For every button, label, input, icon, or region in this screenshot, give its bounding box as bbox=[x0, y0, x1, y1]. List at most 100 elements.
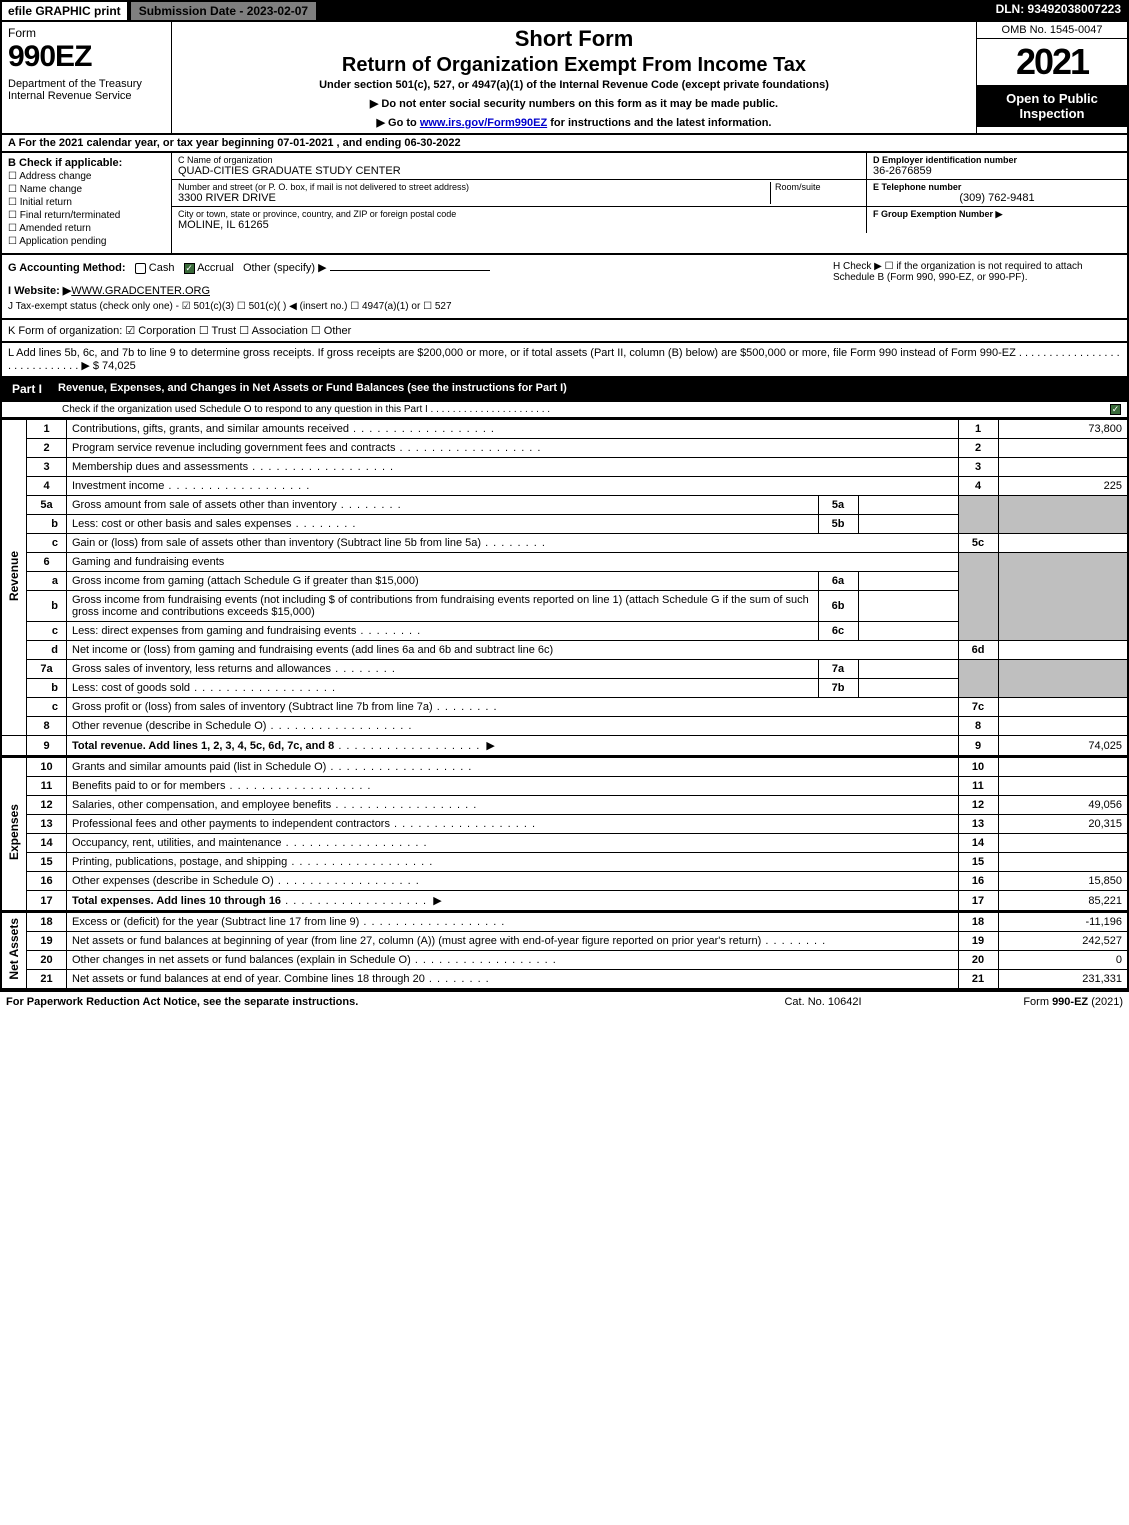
other-label: Other (specify) ▶ bbox=[243, 262, 327, 274]
line-desc: Gross sales of inventory, less returns a… bbox=[72, 663, 331, 675]
line-desc: Occupancy, rent, utilities, and maintena… bbox=[72, 837, 282, 849]
line-num: 8 bbox=[958, 717, 998, 736]
street: 3300 RIVER DRIVE bbox=[178, 192, 770, 204]
section-g: G Accounting Method: Cash ✓ Accrual Othe… bbox=[2, 255, 827, 318]
line-num: 14 bbox=[958, 834, 998, 853]
line-no: 8 bbox=[27, 717, 67, 736]
line-val: 73,800 bbox=[998, 420, 1128, 439]
line-no: c bbox=[27, 534, 67, 553]
inner-val bbox=[858, 515, 958, 534]
website-link[interactable]: WWW.GRADCENTER.ORG bbox=[71, 285, 210, 297]
section-a: A For the 2021 calendar year, or tax yea… bbox=[0, 135, 1129, 153]
irs-link[interactable]: www.irs.gov/Form990EZ bbox=[420, 117, 547, 129]
line-num: 18 bbox=[958, 913, 998, 932]
section-c-label: C Name of organization bbox=[178, 155, 860, 165]
line-num: 20 bbox=[958, 951, 998, 970]
line-desc: Total revenue. Add lines 1, 2, 3, 4, 5c,… bbox=[72, 740, 334, 752]
part1-header: Part I Revenue, Expenses, and Changes in… bbox=[0, 378, 1129, 402]
inner-val bbox=[858, 572, 958, 591]
chk-application-pending[interactable]: ☐ Application pending bbox=[8, 236, 165, 247]
chk-amended-return[interactable]: ☐ Amended return bbox=[8, 223, 165, 234]
line-val bbox=[998, 777, 1128, 796]
under-section: Under section 501(c), 527, or 4947(a)(1)… bbox=[180, 79, 968, 91]
room-label: Room/suite bbox=[775, 182, 860, 192]
dln: DLN: 93492038007223 bbox=[988, 0, 1129, 22]
line-val bbox=[998, 641, 1128, 660]
line-no: a bbox=[27, 572, 67, 591]
chk-schedule-o[interactable]: ✓ bbox=[1110, 404, 1121, 415]
line-val: 15,850 bbox=[998, 872, 1128, 891]
line-desc: Gross income from gaming (attach Schedul… bbox=[67, 572, 819, 591]
line-num: 4 bbox=[958, 477, 998, 496]
line-no: c bbox=[27, 698, 67, 717]
line-val bbox=[998, 853, 1128, 872]
note-goto-pre: ▶ Go to bbox=[377, 117, 420, 129]
line-no: 1 bbox=[27, 420, 67, 439]
line-desc: Professional fees and other payments to … bbox=[72, 818, 390, 830]
note-ssn: ▶ Do not enter social security numbers o… bbox=[180, 97, 968, 110]
section-f-label: F Group Exemption Number ▶ bbox=[873, 209, 1121, 220]
short-form-title: Short Form bbox=[180, 26, 968, 52]
line-desc: Membership dues and assessments bbox=[72, 461, 248, 473]
part1-title: Revenue, Expenses, and Changes in Net As… bbox=[52, 378, 1127, 400]
chk-accrual[interactable]: ✓ bbox=[184, 263, 195, 274]
line-val bbox=[998, 534, 1128, 553]
line-desc: Program service revenue including govern… bbox=[72, 442, 395, 454]
note-goto-post: for instructions and the latest informat… bbox=[547, 117, 771, 129]
telephone: (309) 762-9481 bbox=[873, 192, 1121, 204]
chk-final-return[interactable]: ☐ Final return/terminated bbox=[8, 210, 165, 221]
line-desc: Total expenses. Add lines 10 through 16 bbox=[72, 895, 281, 907]
inner-val bbox=[858, 679, 958, 698]
line-desc: Net assets or fund balances at beginning… bbox=[72, 935, 761, 947]
line-val: 231,331 bbox=[998, 970, 1128, 990]
revenue-table: Revenue 1 Contributions, gifts, grants, … bbox=[0, 419, 1129, 757]
chk-address-change[interactable]: ☐ Address change bbox=[8, 171, 165, 182]
efile-label[interactable]: efile GRAPHIC print bbox=[0, 0, 129, 22]
line-num: 15 bbox=[958, 853, 998, 872]
line-val bbox=[998, 717, 1128, 736]
line-val: 74,025 bbox=[998, 736, 1128, 757]
submission-date: Submission Date - 2023-02-07 bbox=[129, 0, 318, 22]
line-no: 21 bbox=[27, 970, 67, 990]
line-desc: Excess or (deficit) for the year (Subtra… bbox=[72, 916, 359, 928]
line-no: 5a bbox=[27, 496, 67, 515]
line-val bbox=[998, 758, 1128, 777]
page-footer: For Paperwork Reduction Act Notice, see … bbox=[0, 990, 1129, 1012]
section-b-title: B Check if applicable: bbox=[8, 157, 165, 169]
section-d-label: D Employer identification number bbox=[873, 155, 1121, 165]
chk-name-change[interactable]: ☐ Name change bbox=[8, 184, 165, 195]
chk-cash[interactable] bbox=[135, 263, 146, 274]
line-no: 3 bbox=[27, 458, 67, 477]
line-val bbox=[998, 698, 1128, 717]
inner-no: 7a bbox=[818, 660, 858, 679]
line-no: b bbox=[27, 679, 67, 698]
line-desc: Salaries, other compensation, and employ… bbox=[72, 799, 331, 811]
inner-no: 5a bbox=[818, 496, 858, 515]
line-num: 11 bbox=[958, 777, 998, 796]
line-val bbox=[998, 458, 1128, 477]
section-j: J Tax-exempt status (check only one) - ☑… bbox=[8, 301, 821, 312]
line-no: d bbox=[27, 641, 67, 660]
section-bcdef: B Check if applicable: ☐ Address change … bbox=[0, 153, 1129, 255]
line-desc: Less: cost or other basis and sales expe… bbox=[72, 518, 292, 530]
line-num: 16 bbox=[958, 872, 998, 891]
dept-label: Department of the Treasury Internal Reve… bbox=[8, 78, 165, 102]
line-no: 19 bbox=[27, 932, 67, 951]
line-desc: Grants and similar amounts paid (list in… bbox=[72, 761, 326, 773]
line-desc: Gross amount from sale of assets other t… bbox=[72, 499, 337, 511]
line-no: 13 bbox=[27, 815, 67, 834]
line-no: 20 bbox=[27, 951, 67, 970]
city: MOLINE, IL 61265 bbox=[178, 219, 860, 231]
line-desc: Net income or (loss) from gaming and fun… bbox=[67, 641, 959, 660]
line-desc: Investment income bbox=[72, 480, 164, 492]
form-number: 990EZ bbox=[8, 40, 165, 74]
line-no: 15 bbox=[27, 853, 67, 872]
chk-initial-return[interactable]: ☐ Initial return bbox=[8, 197, 165, 208]
section-gh: G Accounting Method: Cash ✓ Accrual Othe… bbox=[0, 255, 1129, 320]
line-val: 0 bbox=[998, 951, 1128, 970]
inner-val bbox=[858, 591, 958, 622]
inner-val bbox=[858, 496, 958, 515]
part1-label: Part I bbox=[2, 378, 52, 400]
open-inspection: Open to Public Inspection bbox=[977, 85, 1127, 127]
inner-val bbox=[858, 622, 958, 641]
